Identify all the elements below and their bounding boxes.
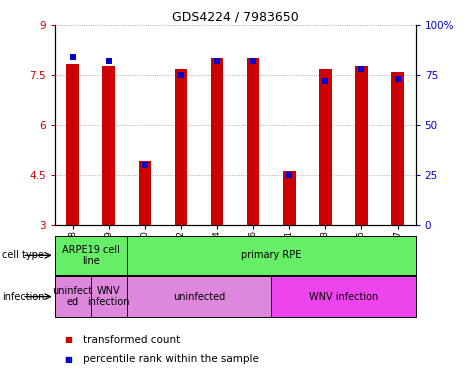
Text: WNV infection: WNV infection bbox=[309, 291, 378, 302]
Bar bbox=[271, 276, 416, 317]
Text: primary RPE: primary RPE bbox=[241, 250, 302, 260]
Text: cell type: cell type bbox=[2, 250, 44, 260]
Text: WNV
infection: WNV infection bbox=[87, 286, 130, 308]
Title: GDS4224 / 7983650: GDS4224 / 7983650 bbox=[172, 11, 298, 24]
Text: uninfected: uninfected bbox=[173, 291, 225, 302]
Bar bbox=[139, 161, 151, 225]
Text: ■: ■ bbox=[64, 335, 72, 344]
Bar bbox=[91, 276, 127, 317]
Bar bbox=[127, 276, 271, 317]
Bar bbox=[319, 69, 332, 225]
Bar bbox=[55, 236, 127, 275]
Bar bbox=[283, 171, 295, 225]
Text: uninfect
ed: uninfect ed bbox=[53, 286, 93, 308]
Bar bbox=[211, 58, 223, 225]
Text: infection: infection bbox=[2, 291, 45, 302]
Bar bbox=[247, 58, 259, 225]
Bar bbox=[175, 69, 187, 225]
Bar bbox=[66, 64, 79, 225]
Bar bbox=[127, 236, 416, 275]
Bar bbox=[103, 66, 115, 225]
Text: transformed count: transformed count bbox=[83, 335, 180, 345]
Text: ARPE19 cell
line: ARPE19 cell line bbox=[62, 245, 120, 266]
Text: percentile rank within the sample: percentile rank within the sample bbox=[83, 354, 259, 364]
Bar bbox=[55, 276, 91, 317]
Bar bbox=[355, 66, 368, 225]
Bar bbox=[391, 71, 404, 225]
Text: ■: ■ bbox=[64, 354, 72, 364]
